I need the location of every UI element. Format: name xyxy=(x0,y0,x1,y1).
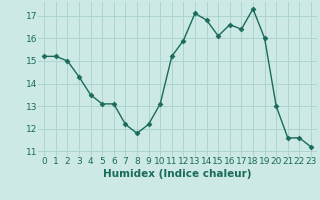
X-axis label: Humidex (Indice chaleur): Humidex (Indice chaleur) xyxy=(103,169,252,179)
